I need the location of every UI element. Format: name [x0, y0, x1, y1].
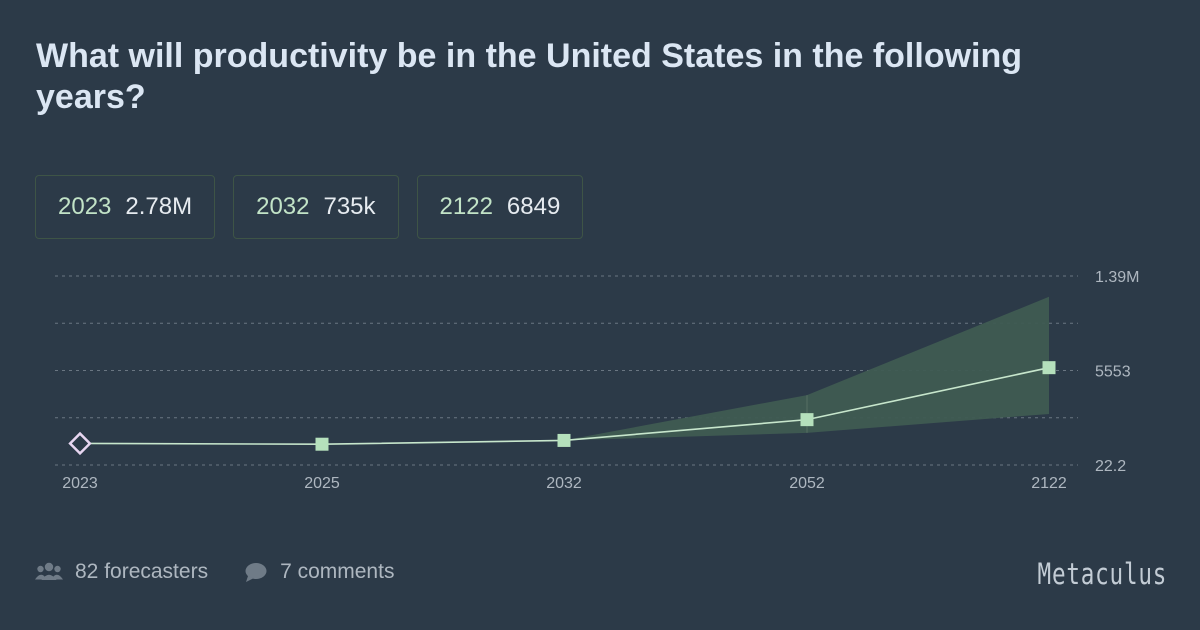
comment-icon — [245, 563, 267, 582]
comments-count[interactable]: 7 comments — [244, 560, 394, 584]
forecast-card-2032[interactable]: 2032 735k — [233, 175, 399, 239]
forecast-card-2122[interactable]: 2122 6849 — [416, 175, 584, 239]
comments-label: 7 comments — [280, 560, 395, 583]
forecast-card-2023[interactable]: 2023 2.78M — [35, 175, 216, 239]
card-year: 2032 — [256, 193, 310, 220]
forecast-cards: 2023 2.78M 2032 735k 2122 6849 — [35, 175, 601, 239]
y-tick-label-0: 1.39M — [1095, 269, 1139, 286]
x-tick-label-2032: 2032 — [546, 475, 582, 492]
users-icon — [35, 562, 63, 580]
x-tick-label-2023: 2023 — [62, 475, 98, 492]
data-point-2032 — [557, 433, 571, 447]
question-title: What will productivity be in the United … — [36, 37, 1023, 116]
card-year: 2122 — [439, 193, 493, 220]
y-tick-label-1: 5553 — [1095, 364, 1131, 381]
card-value: 2.78M — [125, 193, 193, 220]
x-tick-label-2025: 2025 — [304, 475, 340, 492]
footer: 82 forecasters 7 comments — [35, 560, 430, 584]
uncertainty-band — [564, 296, 1049, 441]
data-point-2052 — [800, 413, 814, 427]
y-tick-label-2: 22.2 — [1095, 458, 1126, 475]
forecasters-label: 82 forecasters — [75, 560, 209, 583]
card-value: 735k — [323, 193, 376, 220]
card-value: 6849 — [506, 193, 561, 220]
forecasters-count: 82 forecasters — [35, 560, 208, 584]
data-point-2122 — [1042, 361, 1056, 375]
x-tick-label-2052: 2052 — [789, 475, 825, 492]
x-tick-label-2122: 2122 — [1031, 475, 1067, 492]
card-year: 2023 — [58, 193, 112, 220]
metaculus-logo[interactable]: Metaculus — [1037, 557, 1167, 591]
forecast-chart: 2023 2025 2032 2052 2122 1.39M 5553 22.2 — [55, 269, 1139, 492]
data-point-2023 — [68, 431, 92, 456]
data-point-2025 — [315, 437, 329, 451]
